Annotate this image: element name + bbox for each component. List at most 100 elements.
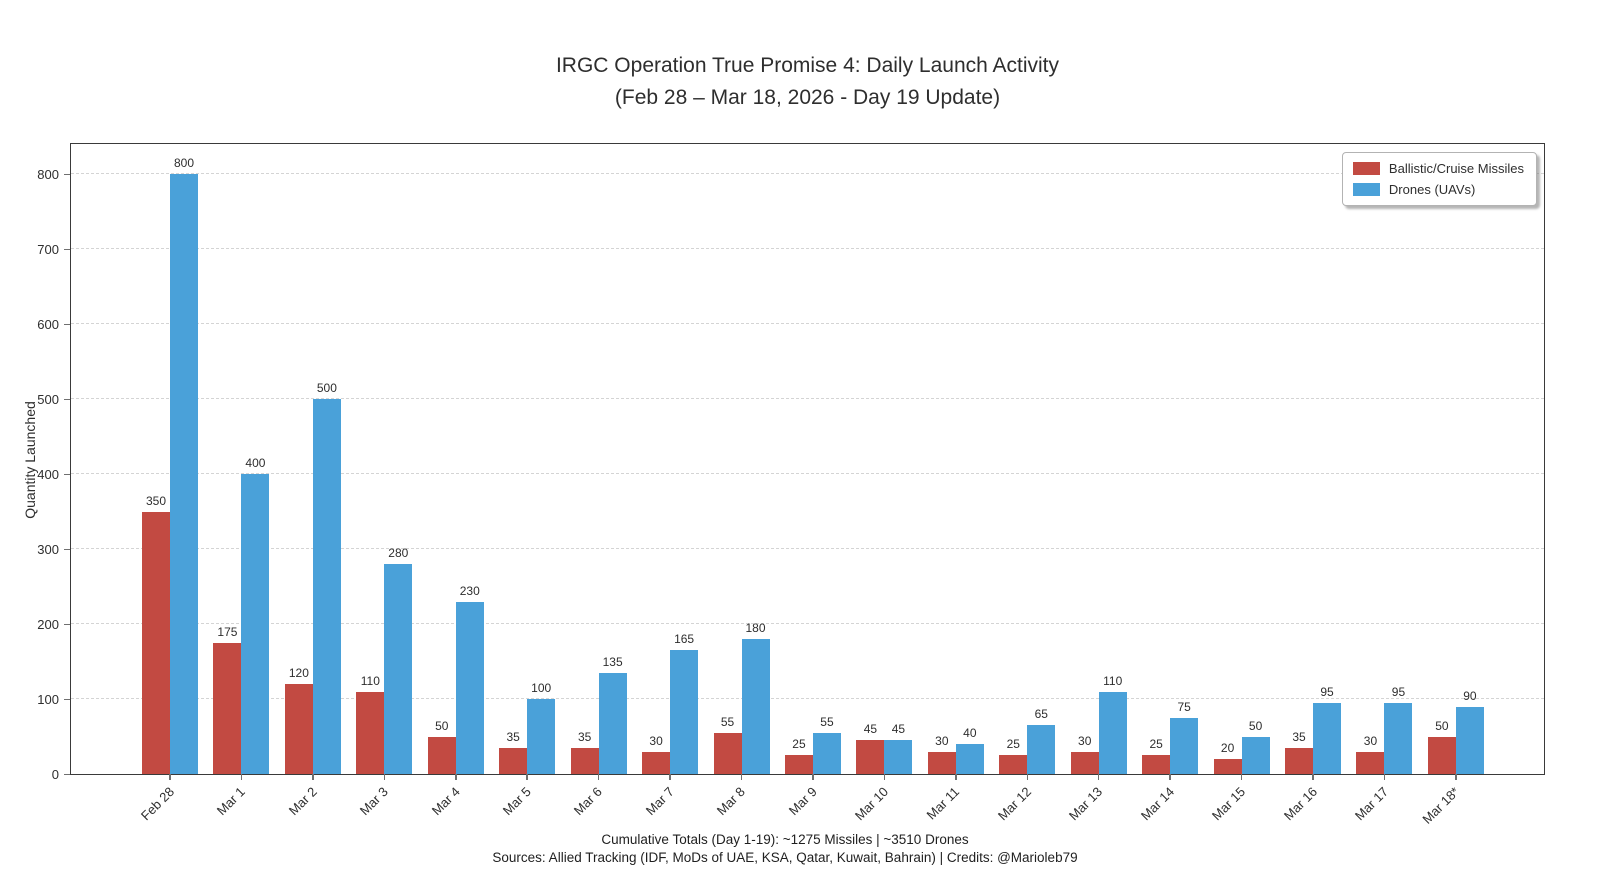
bar-missiles: [570, 747, 599, 774]
bar-value-label: 35: [1292, 729, 1306, 744]
x-tick-mark: [883, 774, 886, 780]
legend-item-missiles: Ballistic/Cruise Missiles: [1352, 161, 1524, 176]
bar-value-label: 95: [1391, 684, 1406, 699]
x-tick-label: Feb 28: [137, 784, 177, 824]
x-tick-mark: [1169, 774, 1171, 780]
legend: Ballistic/Cruise Missiles Drones (UAVs): [1341, 152, 1537, 206]
bar-value-label: 25: [1149, 737, 1163, 752]
bar-value-label: 30: [1078, 733, 1092, 748]
bar-missiles: [713, 732, 742, 774]
bar-drones: [670, 650, 699, 774]
legend-item-drones: Drones (UAVs): [1352, 182, 1524, 197]
bar-value-label: 50: [1248, 718, 1263, 733]
bar-value-label: 110: [1103, 673, 1123, 688]
x-tick-label: Mar 8: [714, 784, 749, 819]
bar-value-label: 30: [649, 733, 663, 748]
bar-value-label: 90: [1463, 688, 1477, 703]
bar-drones: [741, 639, 770, 774]
bar-value-label: 75: [1177, 699, 1191, 714]
bar-drones: [1027, 725, 1056, 774]
bar-value-label: 50: [1435, 718, 1449, 733]
bar-value-label: 230: [459, 583, 480, 598]
x-tick-label: Mar 6: [571, 784, 606, 819]
bar-drones: [1455, 706, 1484, 774]
bar-value-label: 100: [531, 681, 552, 696]
bar-drones: [312, 399, 341, 774]
y-tick-label: 700: [37, 242, 59, 258]
bar-value-label: 35: [577, 729, 592, 744]
y-tick-label: 600: [37, 317, 59, 333]
y-tick-label: 300: [37, 542, 59, 558]
bar-missiles: [356, 691, 385, 774]
bar-value-label: 175: [217, 624, 238, 639]
x-tick-mark: [1383, 774, 1386, 780]
bar-missiles: [284, 684, 313, 774]
x-tick-label: Mar 11: [923, 784, 963, 823]
bar-drones: [884, 740, 913, 774]
bar-value-label: 25: [792, 737, 806, 752]
x-tick-label: Mar 15: [1208, 784, 1249, 824]
x-tick-label: Mar 10: [851, 784, 892, 824]
bar-value-label: 45: [891, 722, 906, 737]
x-tick-mark: [1312, 774, 1314, 780]
x-tick-label: Mar 5: [499, 784, 534, 819]
bar-missiles: [499, 747, 528, 774]
legend-label-drones: Drones (UAVs): [1388, 182, 1476, 197]
bar-drones: [241, 474, 270, 774]
bar-value-label: 110: [360, 673, 380, 688]
bar-value-label: 30: [1363, 733, 1378, 748]
x-tick-mark: [1026, 774, 1029, 780]
bar-missiles: [1427, 736, 1456, 774]
gridline-y-100: [71, 698, 1544, 700]
gridline-y-600: [71, 323, 1544, 325]
x-tick-label: Mar 4: [428, 784, 463, 819]
x-tick-mark: [597, 774, 600, 780]
bar-drones: [384, 564, 413, 774]
gridline-y-700: [71, 248, 1544, 250]
x-tick-label: Mar 3: [356, 784, 391, 819]
y-tick-label: 200: [37, 617, 59, 633]
gridline-y-800: [71, 173, 1544, 175]
bar-value-label: 135: [602, 654, 623, 669]
bar-value-label: 800: [173, 156, 195, 171]
x-tick-label: Mar 7: [642, 784, 677, 819]
x-tick-label: Mar 9: [785, 784, 820, 819]
x-tick-label: Mar 17: [1351, 784, 1392, 824]
x-tick-label: Mar 14: [1137, 784, 1177, 824]
bar-missiles: [1070, 751, 1099, 774]
bar-drones: [455, 601, 484, 774]
x-tick-mark: [312, 774, 314, 780]
bar-drones: [170, 174, 198, 774]
x-tick-label: Mar 2: [285, 784, 320, 819]
footer-cumulative-totals: Cumulative Totals (Day 1-19): ~1275 Miss…: [601, 832, 969, 847]
bar-drones: [1098, 691, 1127, 774]
x-tick-mark: [240, 774, 243, 780]
bar-missiles: [1142, 755, 1171, 774]
gridline-y-500: [71, 398, 1544, 400]
x-tick-mark: [383, 774, 386, 780]
bar-drones: [1241, 736, 1270, 774]
y-tick-mark: [64, 323, 70, 326]
footer-sources-credits: Sources: Allied Tracking (IDF, MoDs of U…: [492, 850, 1078, 865]
bar-drones: [527, 699, 556, 774]
bar-value-label: 400: [245, 456, 266, 471]
bar-missiles: [642, 751, 671, 774]
x-tick-mark: [740, 774, 743, 780]
x-tick-mark: [1455, 774, 1457, 780]
bar-missiles: [856, 740, 885, 774]
bar-drones: [812, 732, 841, 774]
y-tick-mark: [64, 698, 70, 701]
x-tick-mark: [1097, 774, 1100, 780]
bar-value-label: 280: [388, 546, 409, 561]
x-tick-label: Mar 1: [213, 784, 249, 819]
bar-missiles: [1285, 747, 1314, 774]
y-tick-label: 800: [37, 167, 59, 183]
bar-missiles: [142, 511, 170, 774]
x-tick-label: Mar 18*: [1419, 784, 1463, 827]
bar-missiles: [1356, 751, 1385, 774]
y-tick-mark: [64, 398, 70, 401]
x-tick-mark: [669, 774, 671, 780]
y-tick-mark: [64, 773, 70, 775]
bar-missiles: [999, 755, 1028, 774]
